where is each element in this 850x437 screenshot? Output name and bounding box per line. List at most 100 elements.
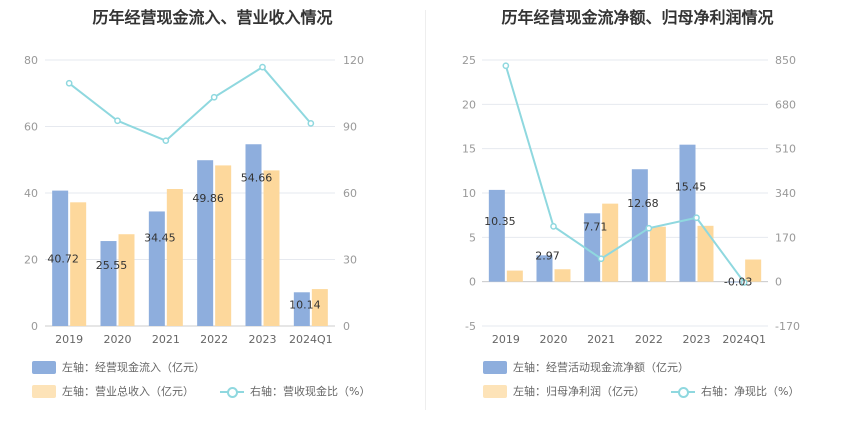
y-right-tick-label: 170 [775, 231, 796, 244]
bar-series-2 [697, 225, 714, 282]
y-left-tick-label: 40 [24, 187, 38, 200]
panel-divider [425, 10, 426, 410]
line-point [114, 117, 121, 125]
x-tick-label: 2020 [540, 333, 568, 346]
data-label: 12.68 [627, 197, 659, 210]
legend-label: 左轴：经营活动现金流净额（亿元） [513, 361, 689, 374]
bar-series-2 [745, 259, 762, 282]
legend-swatch-line [220, 385, 244, 398]
bar-series-1 [197, 160, 214, 326]
bar-series-2 [506, 270, 523, 282]
data-label: 7.71 [583, 220, 608, 233]
y-right-tick-label: 340 [775, 187, 796, 200]
legend-label: 右轴：营收现金比（%） [250, 385, 371, 398]
y-right-tick-label: 30 [343, 254, 357, 267]
y-right-tick-label: -170 [775, 320, 800, 333]
line-point [693, 214, 700, 222]
legend-label: 左轴：经营现金流入（亿元） [62, 361, 205, 374]
data-label: 2.97 [535, 249, 560, 262]
legend-label: 右轴：净现比（%） [701, 385, 800, 398]
y-left-tick-label: 15 [462, 143, 476, 156]
data-label: 25.55 [96, 259, 128, 272]
legend-swatch-line [671, 385, 695, 398]
bar-series-2 [166, 189, 183, 326]
bar-series-1 [679, 144, 696, 282]
legend-swatch-bar [32, 360, 56, 374]
y-right-tick-label: 850 [775, 54, 796, 67]
legend-item-revenue[interactable]: 左轴：营业总收入（亿元） [32, 383, 194, 399]
bar-series-2 [118, 234, 135, 326]
line-series [68, 65, 312, 142]
y-right-tick-label: 0 [775, 276, 782, 289]
data-label: 49.86 [192, 192, 224, 205]
y-right-tick-label: 510 [775, 143, 796, 156]
data-label: 54.66 [241, 171, 273, 184]
bar-series-1 [536, 255, 553, 282]
y-left-tick-label: 20 [24, 254, 38, 267]
legend-swatch-bar [483, 384, 507, 398]
legend-item-ratio[interactable]: 右轴：营收现金比（%） [220, 383, 370, 399]
legend-label: 左轴：营业总收入（亿元） [62, 385, 194, 398]
x-tick-label: 2020 [104, 333, 132, 346]
data-label: 10.14 [289, 298, 321, 311]
y-left-tick-label: 5 [469, 231, 476, 244]
bar-series-1 [631, 169, 648, 282]
legend-item-netratio[interactable]: 右轴：净现比（%） [671, 383, 799, 399]
x-tick-label: 2021 [587, 333, 615, 346]
bar-series-2 [311, 289, 328, 326]
x-tick-label: 2022 [200, 333, 228, 346]
legend-item-inflow[interactable]: 左轴：经营现金流入（亿元） [32, 359, 205, 375]
x-tick-label: 2019 [492, 333, 520, 346]
legend-item-netprofit[interactable]: 左轴：归母净利润（亿元） [483, 383, 645, 399]
y-left-tick-label: 80 [24, 54, 38, 67]
bar-series-2 [602, 203, 619, 282]
x-tick-label: 2023 [249, 333, 277, 346]
y-left-tick-label: 60 [24, 121, 38, 134]
y-right-tick-label: 680 [775, 98, 796, 111]
legend-swatch-bar [483, 360, 507, 374]
line-point [162, 137, 170, 145]
y-left-tick-label: 0 [469, 276, 476, 289]
line-point [550, 223, 557, 230]
chart-svg-left: 0 20 40 60 80 0 30 60 90 120 2019 2020 2021 2022 2023 2… [24, 54, 364, 346]
data-label: 10.35 [484, 215, 515, 228]
x-tick-label: 2022 [635, 333, 663, 346]
bar-series-2 [263, 170, 280, 326]
data-label: 34.45 [144, 231, 176, 244]
y-left-tick-label: 10 [462, 187, 476, 200]
bar-series-1 [293, 292, 310, 326]
x-tick-label: 2021 [152, 333, 180, 346]
chart-title-right: 历年经营现金流净额、归母净利润情况 [501, 8, 774, 27]
y-left-tick-label: 20 [462, 98, 476, 111]
line-point [597, 255, 605, 263]
y-left-tick-label: 25 [462, 54, 476, 67]
data-label: 40.72 [47, 253, 79, 266]
bar-series-1 [727, 281, 744, 283]
bar-series-2 [215, 165, 232, 326]
bar-series-1 [245, 144, 262, 326]
bar-series-2 [649, 226, 666, 282]
legend-label: 左轴：归母净利润（亿元） [513, 385, 645, 398]
line-point [740, 279, 748, 286]
legend-item-netflow[interactable]: 左轴：经营活动现金流净额（亿元） [483, 359, 689, 375]
x-tick-label: 2024Q1 [289, 333, 333, 346]
bar-series-1 [584, 213, 601, 282]
x-tick-label: 2024Q1 [722, 333, 766, 346]
y-right-tick-label: 120 [343, 54, 364, 67]
data-label: 15.45 [675, 181, 707, 194]
y-left-tick-label: 0 [31, 320, 38, 333]
line-point [210, 93, 218, 101]
line-point [307, 120, 315, 127]
chart-panel-left: 历年经营现金流入、营业收入情况 0 20 40 60 80 0 30 60 90 120 2019 2… [24, 8, 370, 399]
legend-swatch-bar [32, 384, 56, 398]
bar-series-2 [554, 269, 571, 282]
line-series [504, 65, 745, 284]
line-point [259, 63, 266, 71]
y-right-tick-label: 90 [343, 121, 357, 134]
bar-series-1 [100, 241, 117, 326]
x-tick-label: 2019 [55, 333, 83, 346]
bar-series-1 [488, 189, 505, 282]
line-point [645, 224, 653, 232]
